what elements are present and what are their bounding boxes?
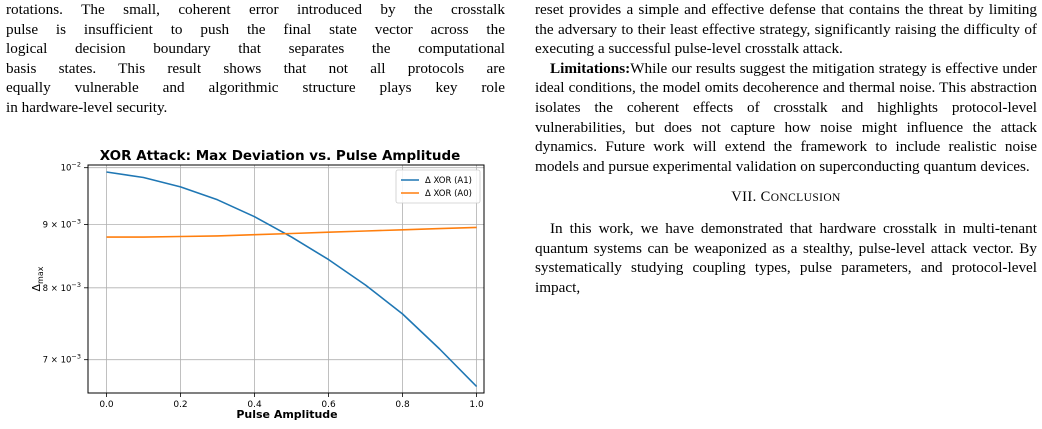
series-line-1 [106,226,477,238]
right-column: reset provides a simple and effective de… [535,0,1037,297]
y-tick-mantissa: 8 × [43,284,61,294]
x-tick-label: 0.4 [247,400,262,410]
y-tick-label: 9 × 10−3 [43,217,81,230]
limitations-text: While our results suggest the mitigation… [535,59,1037,175]
plot-frame [87,164,485,394]
y-axis-label-main: Δ [30,283,43,291]
y-axis: 10−29 × 10−38 × 10−37 × 10−3 [43,161,88,366]
y-tick-exponent: −3 [71,217,81,225]
series-lines [106,171,478,388]
left-column: rotations. The small, coherent error int… [6,0,505,118]
y-tick-mantissa: 9 × [43,220,61,230]
y-tick-exponent: −3 [71,281,81,289]
y-tick-label: 8 × 10−3 [43,281,81,294]
section-title-rest: ONCLUSION [770,192,841,205]
left-paragraph: rotations. The small, coherent error int… [6,0,505,118]
chart-title: XOR Attack: Max Deviation vs. Pulse Ampl… [100,148,461,164]
y-tick-label: 10−2 [61,161,81,174]
text-line: rotations. The small, coherent error int… [6,1,505,18]
series-line-0 [106,171,478,388]
section-number: VII. [731,189,757,206]
chart: XOR Attack: Max Deviation vs. Pulse Ampl… [30,148,485,421]
y-tick-label: 7 × 10−3 [43,353,81,366]
y-tick-base: 10 [61,164,72,174]
section-heading: VII. CONCLUSION [535,188,1037,209]
right-paragraph-1: reset provides a simple and effective de… [535,1,1037,58]
legend-label: Δ XOR (A1) [425,176,472,186]
text-line: basis states. This result shows that not… [6,59,505,77]
x-tick-label: 0.2 [173,400,187,410]
y-tick-base: 10 [61,284,72,294]
x-tick-label: 1.0 [469,400,484,410]
legend-box [395,169,481,204]
limitations-paragraph: Limitations:While our results suggest th… [535,59,1037,177]
y-tick-exponent: −3 [71,353,81,361]
legend: Δ XOR (A1) Δ XOR (A0) [395,169,481,204]
y-tick-mantissa: 7 × [43,356,61,366]
text-line: equally vulnerable and algorithmic struc… [6,79,505,97]
x-axis: 0.0 0.2 0.4 0.6 0.8 1.0 [99,393,484,410]
text-line: pulse is insufficient to push the final … [6,20,505,38]
text-line: in hardware-level security. [6,98,168,116]
y-tick-exponent: −2 [71,161,81,169]
y-axis-label-sub: max [36,266,45,284]
x-tick-label: 0.6 [321,400,336,410]
text-line: logical decision boundary that separates… [6,40,505,58]
conclusion-paragraph: In this work, we have demonstrated that … [535,219,1037,296]
limitations-label: Limitations: [550,59,631,77]
y-axis-label: Δmax [30,266,45,291]
section-title-initial: C [760,189,771,206]
x-axis-label: Pulse Amplitude [236,408,337,421]
y-tick-base: 10 [61,220,72,230]
y-tick-base: 10 [61,356,72,366]
legend-label: Δ XOR (A0) [425,189,472,199]
x-tick-label: 0.0 [99,400,114,410]
x-tick-label: 0.8 [395,400,410,410]
figure: XOR Attack: Max Deviation vs. Pulse Ampl… [0,140,510,429]
